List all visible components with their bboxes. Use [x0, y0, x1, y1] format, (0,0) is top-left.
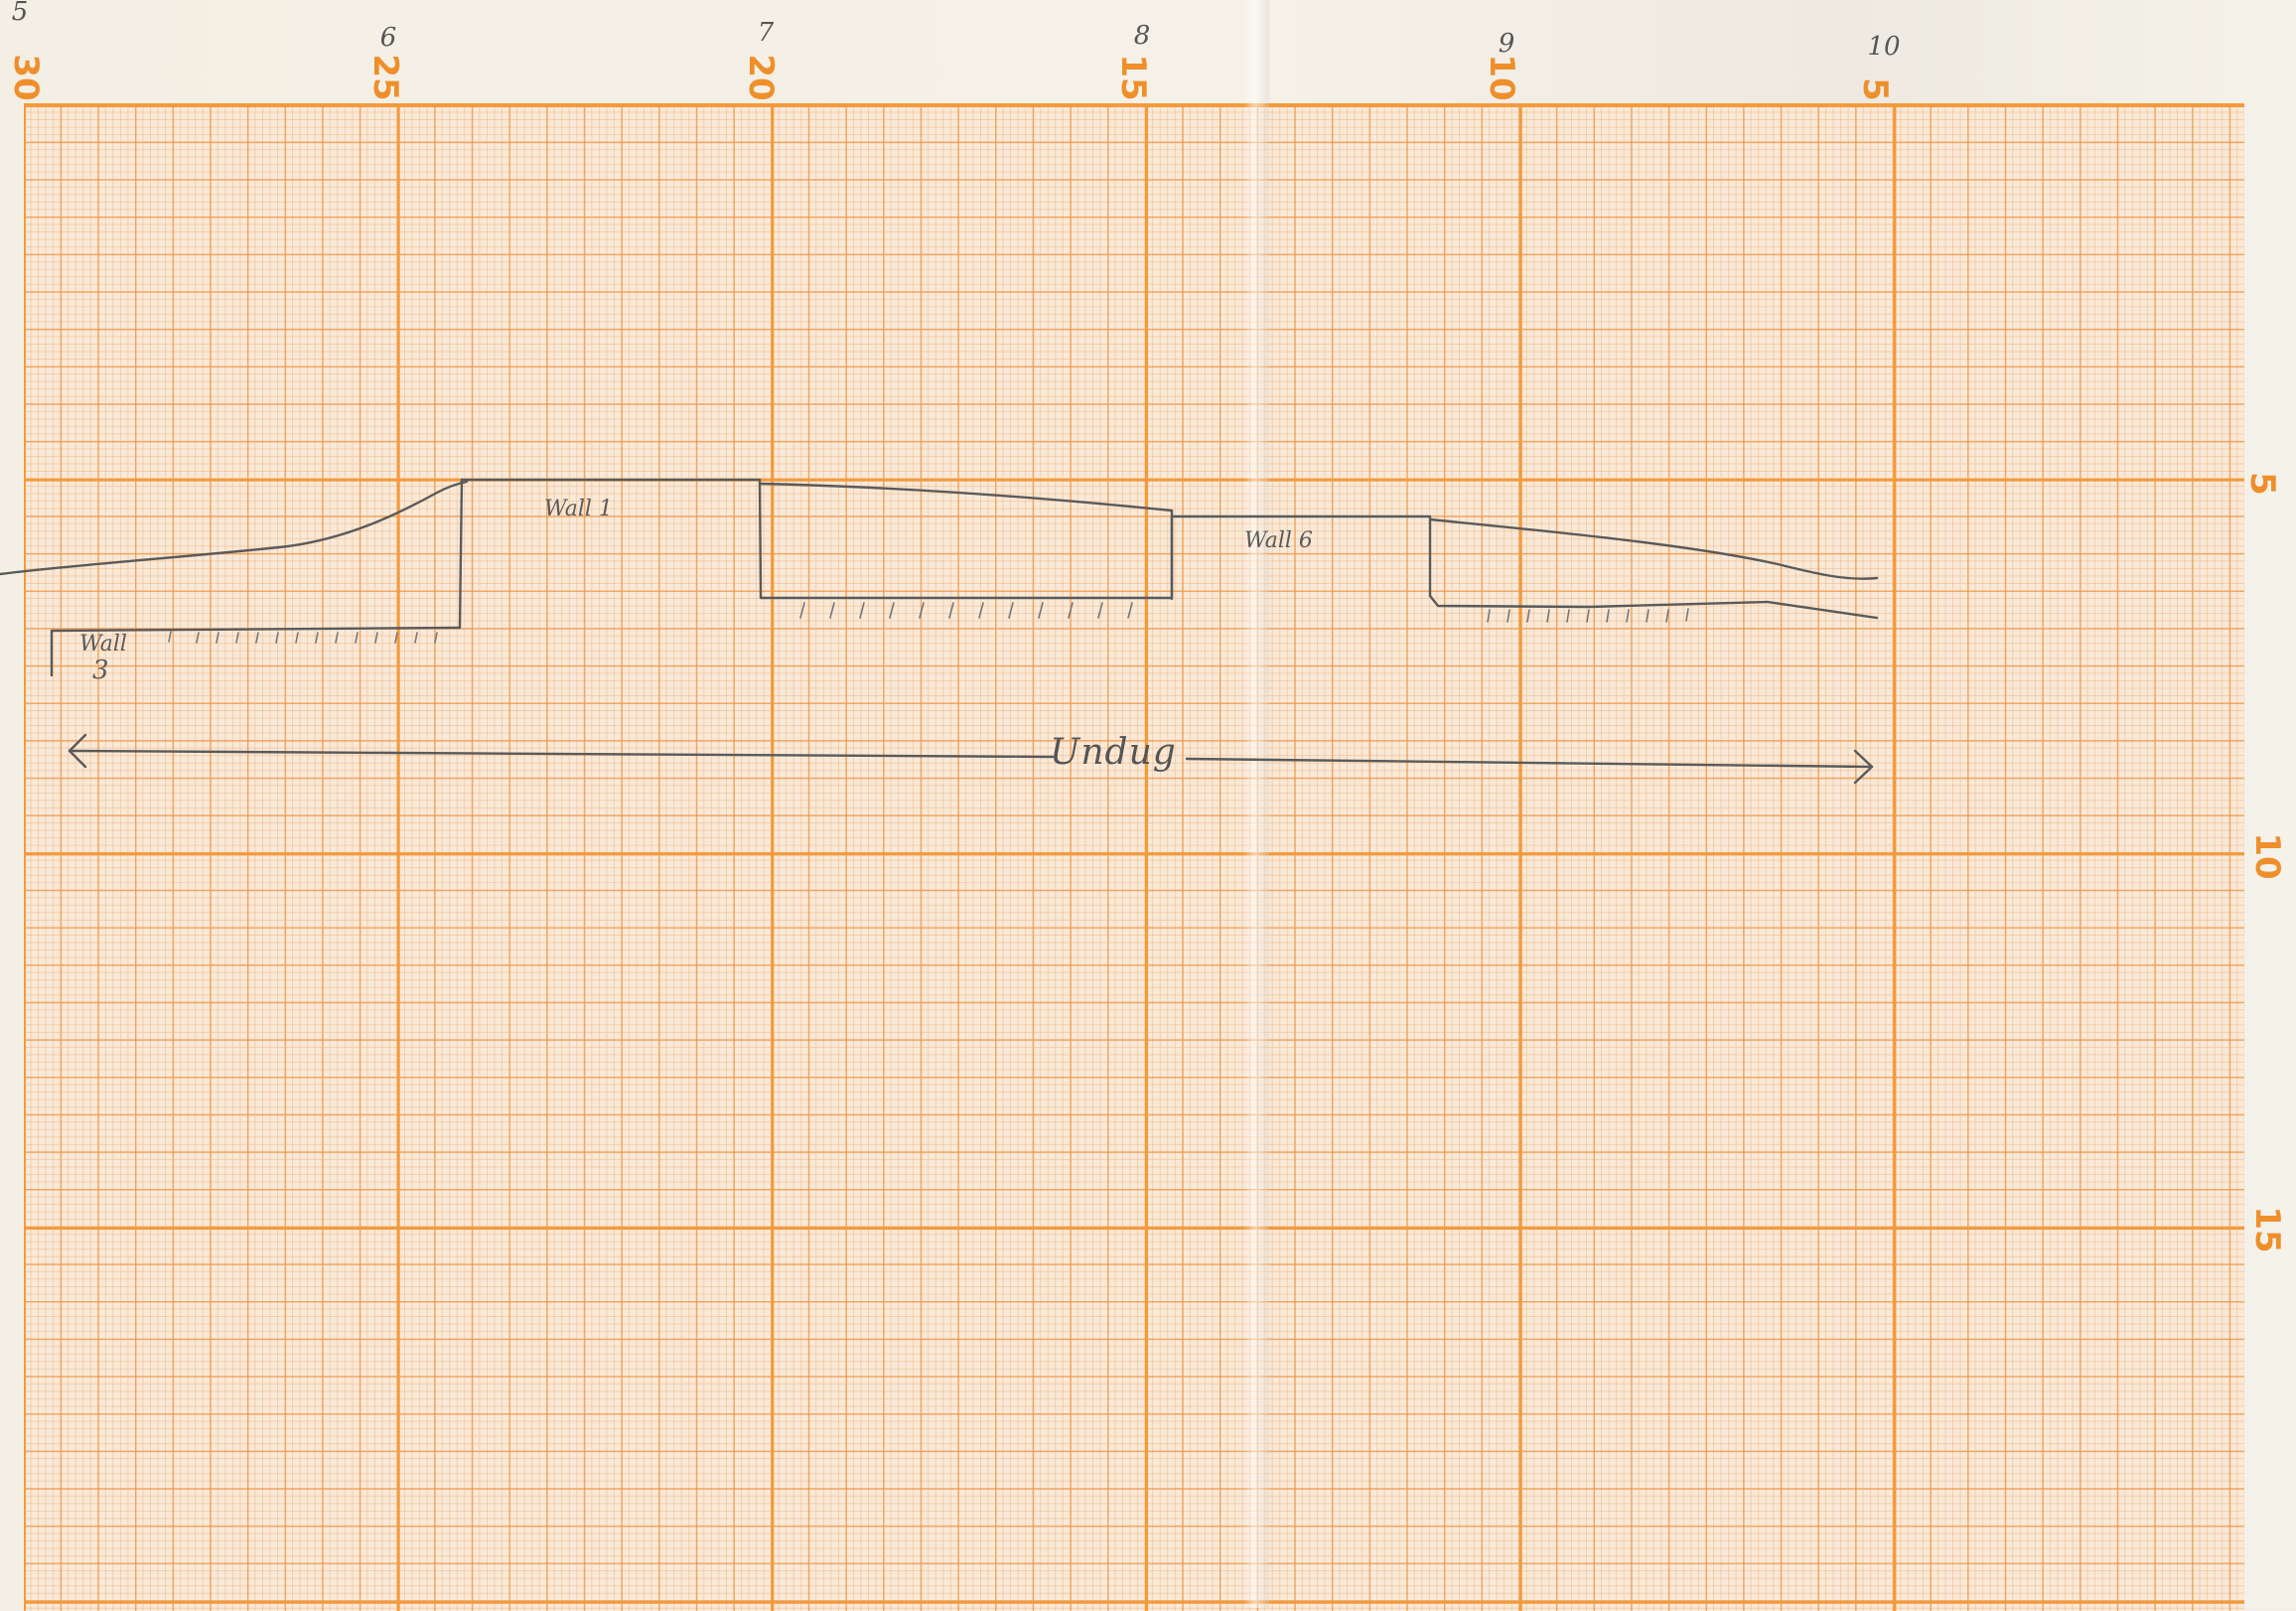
arrow-head-right	[1853, 749, 1874, 785]
ground-profile	[0, 480, 469, 576]
ground-profile	[1428, 517, 1879, 580]
wall-1-label: Wall 1	[544, 497, 613, 521]
handwritten-metre-label: 5	[11, 0, 29, 27]
handwritten-metre-label: 9	[1498, 29, 1515, 59]
hatching-east-base	[1487, 608, 1689, 623]
arrow-head-left	[68, 733, 87, 769]
wall-3-label: Wall	[79, 632, 127, 657]
wall-6-label: Wall 6	[1244, 528, 1313, 553]
wall-3-number: 3	[92, 656, 109, 685]
millimetre-grid	[24, 103, 2244, 1611]
unexcavated-label: Undug	[1050, 732, 1177, 773]
excavation-base	[759, 509, 1174, 600]
unexcavated-arrow-line	[1185, 757, 1874, 769]
handwritten-metre-label: 10	[1867, 32, 1901, 62]
hatching-wall-3	[168, 631, 438, 644]
handwritten-metre-label: 8	[1133, 21, 1151, 51]
ground-profile	[758, 482, 1174, 513]
wall-1-outline	[458, 478, 763, 630]
wall-6-outline	[1170, 514, 1432, 601]
paper-fold	[1243, 0, 1269, 1608]
handwritten-metre-label: 6	[379, 23, 397, 53]
excavation-base	[50, 626, 462, 677]
handwritten-metre-label: 7	[757, 18, 775, 48]
unexcavated-arrow-line	[68, 749, 1055, 759]
excavation-base	[1428, 594, 1879, 620]
hatching-central-base	[799, 602, 1133, 619]
